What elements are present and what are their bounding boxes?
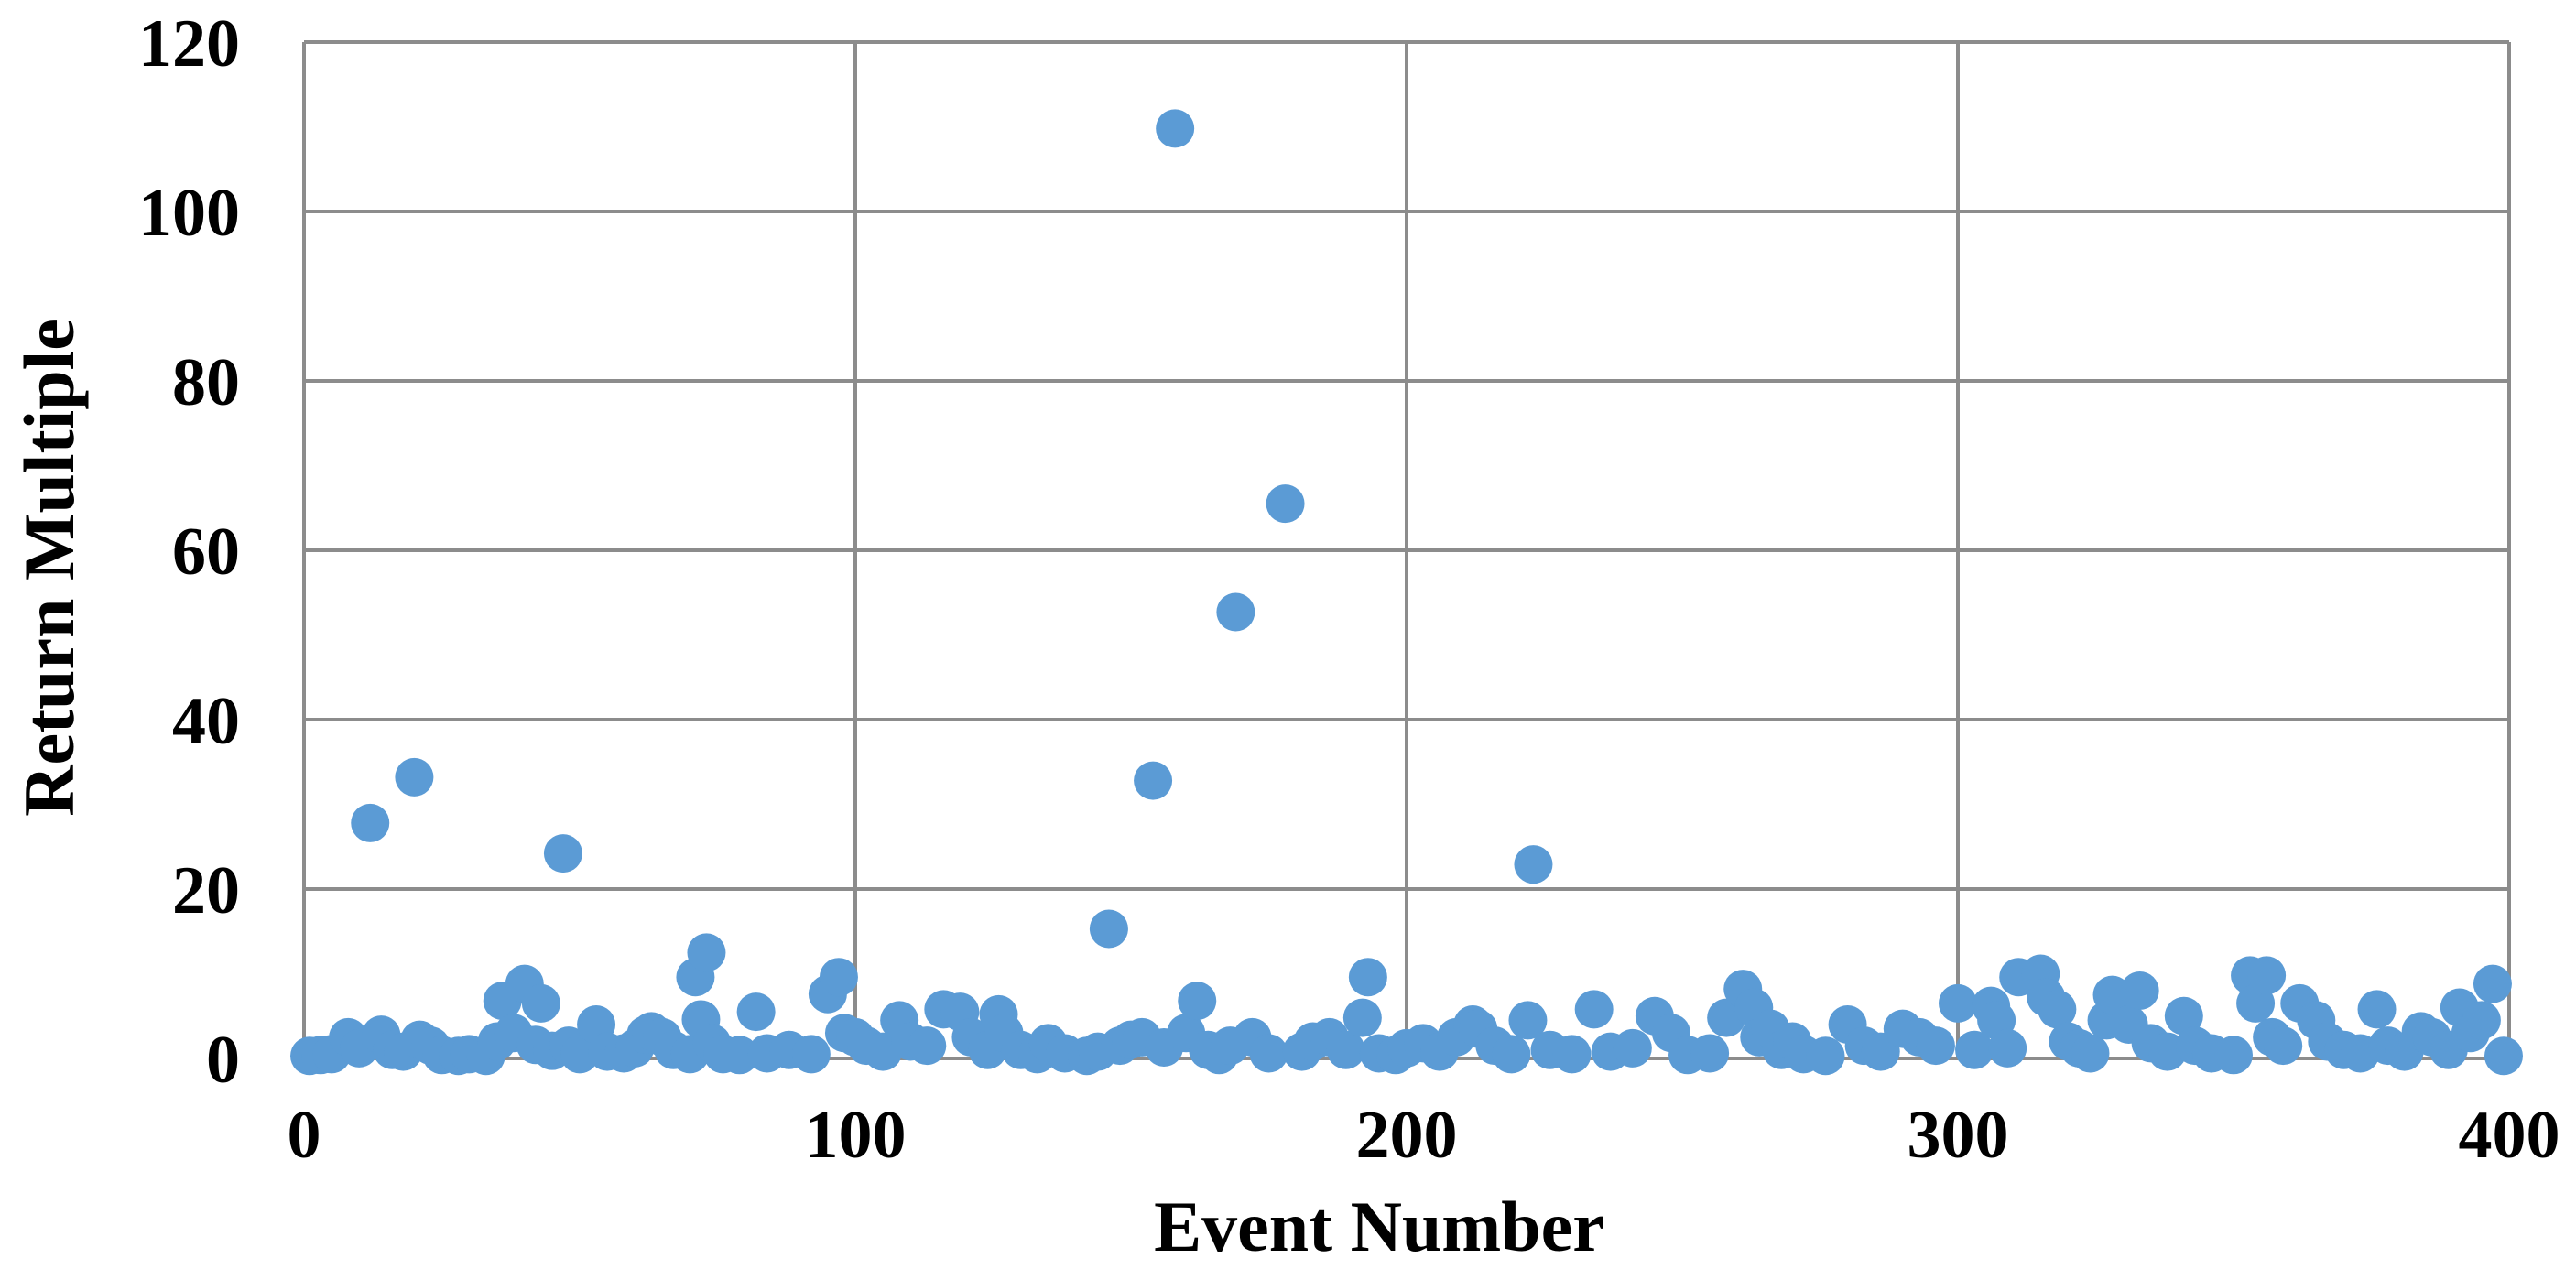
data-points (290, 109, 2523, 1076)
data-point (1939, 983, 1977, 1023)
data-point (819, 958, 858, 997)
x-tick-label: 300 (1908, 1098, 2009, 1173)
data-point (1178, 982, 1217, 1021)
data-point (543, 834, 582, 873)
data-point (2214, 1036, 2253, 1075)
data-point (1134, 761, 1173, 800)
x-tick-label: 400 (2459, 1098, 2560, 1173)
data-point (1156, 109, 1195, 148)
data-point (1514, 845, 1553, 884)
data-point (1326, 1030, 1365, 1069)
y-tick-label: 0 (206, 1023, 240, 1098)
data-point (1089, 909, 1128, 949)
data-point (2484, 1036, 2523, 1076)
y-tick-label: 60 (172, 515, 240, 590)
data-point (1249, 1034, 1288, 1073)
tick-labels: 0 20 40 60 80 100 120 0 100 200 300 400 (138, 6, 2560, 1173)
data-point (2264, 1026, 2303, 1066)
data-point (908, 1026, 947, 1066)
data-point (720, 1036, 759, 1075)
data-point (2071, 1034, 2110, 1073)
data-point (1690, 1034, 1730, 1073)
data-point (521, 983, 560, 1023)
data-point (1266, 484, 1305, 524)
data-point (2164, 996, 2203, 1036)
data-point (1955, 1030, 1994, 1069)
data-point (2247, 956, 2287, 995)
y-tick-label: 20 (172, 853, 240, 928)
y-tick-label: 120 (138, 6, 240, 81)
x-tick-label: 200 (1356, 1098, 1458, 1173)
data-point (2462, 1001, 2501, 1040)
data-point (687, 933, 726, 972)
data-point (1348, 958, 1387, 997)
y-tick-label: 100 (138, 176, 240, 251)
data-point (1988, 1028, 2027, 1068)
data-point (2357, 990, 2397, 1029)
data-point (395, 757, 434, 797)
data-point (1508, 1001, 1548, 1040)
y-tick-label: 40 (172, 684, 240, 759)
data-point (2120, 971, 2159, 1010)
y-tick-label: 80 (172, 345, 240, 420)
data-point (736, 992, 776, 1032)
y-axis-label: Return Multiple (9, 319, 89, 817)
data-point (560, 1035, 599, 1074)
data-point (791, 1035, 831, 1074)
data-point (1916, 1026, 1955, 1066)
data-point (1613, 1028, 1652, 1068)
data-point (1216, 592, 1255, 632)
x-axis-label: Event Number (1154, 1187, 1604, 1264)
gridlines (302, 40, 2511, 1060)
x-tick-label: 0 (288, 1098, 321, 1173)
data-point (1574, 990, 1614, 1029)
data-point (1806, 1036, 1845, 1076)
data-point (1552, 1035, 1592, 1074)
data-point (1492, 1035, 1531, 1074)
data-point (2473, 964, 2512, 1003)
data-point (351, 803, 390, 842)
data-point (2038, 990, 2077, 1029)
data-point (1342, 998, 1382, 1037)
x-tick-label: 100 (805, 1098, 907, 1173)
